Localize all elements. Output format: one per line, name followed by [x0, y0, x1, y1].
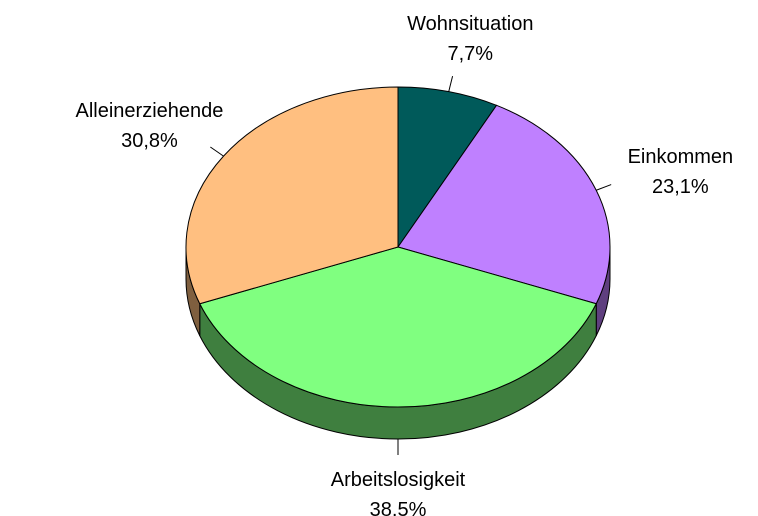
slice [199, 246, 597, 408]
slice-value-label: 30,8% [121, 130, 178, 152]
slice [397, 86, 498, 249]
leader-line [210, 146, 224, 157]
slice-label: Alleinerziehende [76, 100, 224, 122]
slice-value-label: 23,1% [652, 176, 709, 198]
slice-label: Wohnsituation [407, 13, 533, 35]
slice [185, 86, 399, 305]
slice [397, 104, 611, 305]
slice-label: Einkommen [628, 146, 734, 168]
slice-label: Arbeitslosigkeit [331, 469, 466, 491]
slice-value-label: 38,5% [370, 499, 427, 516]
slice-value-label: 7,7% [447, 43, 493, 65]
leader-line [448, 75, 454, 92]
leader-line [596, 184, 612, 191]
